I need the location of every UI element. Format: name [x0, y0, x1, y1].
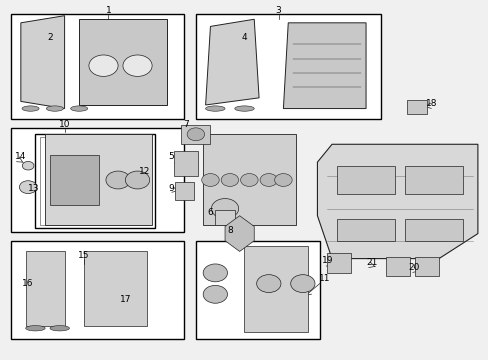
Text: 13: 13	[28, 184, 40, 193]
Bar	[181, 125, 210, 144]
Bar	[244, 246, 307, 332]
Text: 18: 18	[425, 99, 437, 108]
Circle shape	[221, 174, 238, 186]
Bar	[336, 166, 394, 194]
Polygon shape	[283, 23, 366, 109]
Bar	[196, 14, 380, 119]
Bar	[385, 257, 409, 276]
Circle shape	[203, 285, 227, 303]
Circle shape	[125, 171, 149, 189]
Text: 11: 11	[318, 274, 330, 283]
Bar	[404, 219, 462, 241]
Circle shape	[20, 181, 37, 194]
Circle shape	[203, 264, 227, 282]
Ellipse shape	[205, 106, 224, 111]
Text: 14: 14	[15, 152, 26, 161]
Circle shape	[187, 128, 204, 141]
Text: 2: 2	[47, 33, 53, 42]
Text: 1: 1	[105, 6, 111, 15]
Text: 9: 9	[168, 184, 174, 193]
Bar	[11, 14, 183, 119]
Circle shape	[22, 161, 34, 170]
Ellipse shape	[234, 106, 254, 111]
Text: 17: 17	[120, 295, 131, 304]
Bar	[45, 134, 152, 225]
Polygon shape	[79, 19, 166, 105]
Circle shape	[240, 174, 258, 186]
Polygon shape	[21, 16, 64, 109]
Bar	[336, 219, 394, 241]
Text: 5: 5	[168, 152, 174, 161]
Text: 19: 19	[322, 256, 333, 265]
Bar	[326, 253, 351, 273]
Ellipse shape	[22, 106, 39, 111]
Text: 15: 15	[78, 251, 90, 260]
Circle shape	[256, 275, 281, 293]
Text: 3: 3	[275, 6, 281, 15]
Bar	[40, 137, 149, 225]
Text: 16: 16	[22, 279, 34, 288]
Ellipse shape	[46, 106, 63, 111]
Text: 20: 20	[407, 263, 419, 272]
Polygon shape	[224, 216, 254, 251]
Bar	[26, 251, 64, 327]
Circle shape	[122, 55, 152, 76]
Text: 4: 4	[241, 33, 247, 42]
Circle shape	[274, 174, 291, 186]
Bar	[50, 155, 99, 205]
Text: 10: 10	[59, 120, 70, 129]
Ellipse shape	[26, 325, 45, 331]
Text: 21: 21	[366, 258, 377, 267]
Text: 8: 8	[226, 225, 232, 234]
Polygon shape	[205, 19, 259, 105]
Polygon shape	[317, 144, 477, 258]
Circle shape	[201, 174, 219, 186]
Bar	[84, 251, 147, 327]
Text: 7: 7	[183, 120, 189, 129]
Bar	[174, 152, 198, 176]
Bar	[11, 128, 183, 232]
Ellipse shape	[71, 106, 87, 111]
Bar	[404, 166, 462, 194]
Bar	[35, 134, 154, 228]
Text: 12: 12	[139, 167, 150, 176]
Circle shape	[89, 55, 118, 76]
Circle shape	[260, 174, 277, 186]
Ellipse shape	[50, 325, 69, 331]
Circle shape	[211, 199, 238, 219]
Text: 6: 6	[207, 208, 213, 217]
Bar	[11, 241, 183, 339]
Bar	[175, 182, 194, 200]
Bar	[215, 210, 234, 225]
Bar	[196, 241, 319, 339]
Bar	[203, 134, 295, 225]
Bar	[414, 257, 438, 276]
Bar	[407, 100, 426, 114]
Circle shape	[290, 275, 314, 293]
Circle shape	[106, 171, 130, 189]
